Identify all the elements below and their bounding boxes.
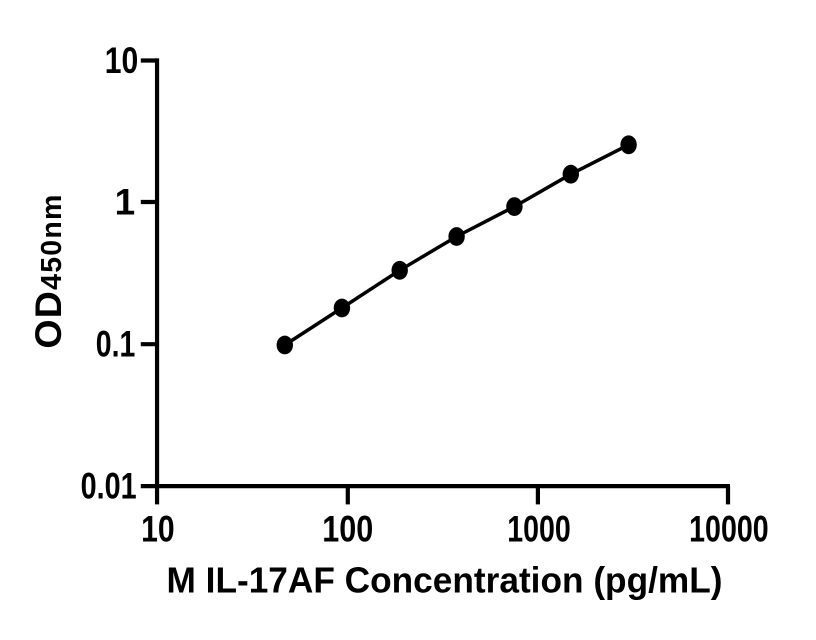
svg-text:M IL-17AF Concentration (pg/mL: M IL-17AF Concentration (pg/mL) (167, 560, 723, 601)
svg-text:10000: 10000 (689, 509, 769, 550)
svg-text:10: 10 (105, 40, 139, 81)
svg-text:100: 100 (322, 509, 373, 550)
svg-text:1: 1 (115, 181, 136, 222)
svg-text:0.1: 0.1 (96, 324, 136, 365)
svg-text:0.01: 0.01 (81, 466, 137, 507)
svg-text:1000: 1000 (507, 509, 571, 550)
svg-text:10: 10 (141, 509, 175, 550)
